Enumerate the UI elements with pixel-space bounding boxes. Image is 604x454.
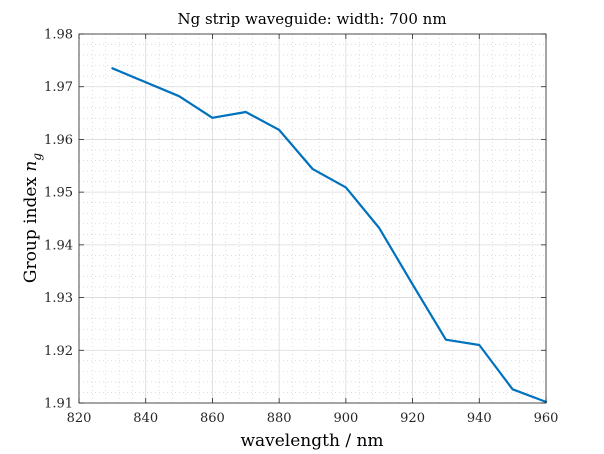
y-tick-label: 1.93	[44, 291, 73, 306]
y-axis-label-symbol: n	[21, 161, 41, 172]
x-tick-label: 860	[200, 411, 225, 426]
x-tick-label: 820	[67, 411, 92, 426]
x-tick-label: 900	[333, 411, 358, 426]
x-tick-label: 940	[467, 411, 492, 426]
y-tick-label: 1.92	[44, 344, 73, 359]
y-tick-label: 1.94	[44, 238, 73, 253]
chart-title: Ng strip waveguide: width: 700 nm	[177, 10, 446, 28]
series-layer	[111, 67, 548, 403]
y-axis-label-subscript: g	[30, 153, 44, 161]
y-tick-label: 1.95	[44, 186, 73, 201]
ticks	[78, 33, 547, 404]
x-tick-label: 880	[267, 411, 292, 426]
y-tick-labels: 1.91 1.92 1.93 1.94 1.95 1.96 1.97 1.98	[44, 28, 73, 412]
y-tick-label: 1.97	[44, 80, 73, 95]
x-tick-labels: 820 840 860 880 900 920 940 960	[67, 411, 559, 426]
x-tick-label: 840	[133, 411, 158, 426]
y-tick-label: 1.96	[44, 133, 73, 148]
x-tick-label: 920	[400, 411, 425, 426]
series-line	[111, 67, 548, 403]
y-tick-label: 1.91	[44, 397, 73, 412]
plot-area	[79, 34, 546, 403]
minor-grid	[79, 34, 546, 403]
y-axis-label: Group index ng	[21, 153, 44, 283]
x-axis-label: wavelength / nm	[240, 431, 383, 451]
x-tick-label: 960	[534, 411, 559, 426]
y-tick-label: 1.98	[44, 28, 73, 43]
y-axis-label-prefix: Group index	[21, 172, 41, 284]
plot-frame	[78, 33, 547, 404]
